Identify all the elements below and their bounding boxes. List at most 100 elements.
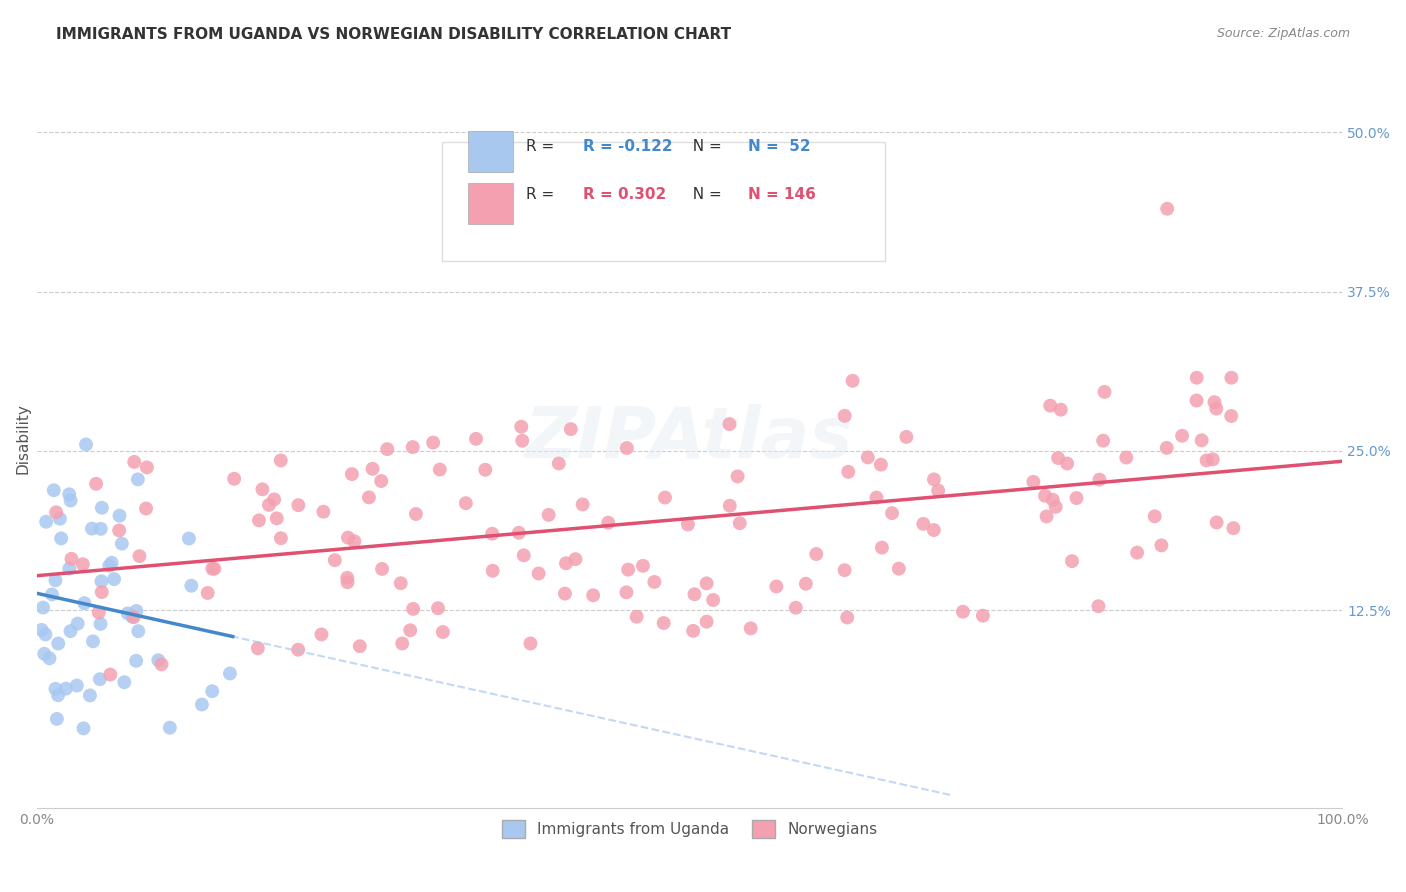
Point xyxy=(128,549,150,563)
Point xyxy=(1042,492,1064,507)
Point xyxy=(38,651,60,665)
Point xyxy=(652,615,675,630)
Point xyxy=(510,419,533,434)
Point xyxy=(527,566,550,581)
Point xyxy=(89,616,111,631)
Point xyxy=(676,517,699,532)
Point xyxy=(896,430,918,444)
Point xyxy=(432,625,454,640)
Point xyxy=(1156,202,1178,216)
Point xyxy=(887,562,910,576)
Point xyxy=(865,491,887,505)
Point xyxy=(312,505,335,519)
Point xyxy=(75,437,97,451)
Point xyxy=(252,483,274,497)
FancyBboxPatch shape xyxy=(441,143,886,260)
Point xyxy=(785,600,807,615)
Point xyxy=(219,666,242,681)
Point xyxy=(375,442,398,457)
Text: N = 146: N = 146 xyxy=(748,186,817,202)
Point xyxy=(1047,450,1070,465)
Point xyxy=(135,460,157,475)
Point xyxy=(405,507,427,521)
Point xyxy=(58,561,80,575)
Point xyxy=(682,624,704,638)
Point xyxy=(246,641,269,656)
Point xyxy=(837,465,859,479)
Point xyxy=(177,532,200,546)
Point xyxy=(270,453,292,467)
Point xyxy=(765,579,787,593)
Point xyxy=(72,558,94,572)
Point xyxy=(257,498,280,512)
Point xyxy=(287,498,309,512)
Text: IMMIGRANTS FROM UGANDA VS NORWEGIAN DISABILITY CORRELATION CHART: IMMIGRANTS FROM UGANDA VS NORWEGIAN DISA… xyxy=(56,27,731,42)
Point xyxy=(1143,509,1166,524)
Point xyxy=(44,681,66,696)
Point xyxy=(537,508,560,522)
Point xyxy=(1045,500,1067,514)
Point xyxy=(84,476,107,491)
Point xyxy=(90,522,112,536)
Point xyxy=(59,624,82,639)
Point xyxy=(616,585,638,599)
Point xyxy=(125,604,148,618)
Text: N =: N = xyxy=(683,186,727,202)
Point xyxy=(370,474,392,488)
Point xyxy=(111,536,134,550)
Point xyxy=(727,469,749,483)
Point xyxy=(834,409,856,423)
Point xyxy=(654,491,676,505)
Point xyxy=(1150,538,1173,552)
Point xyxy=(474,463,496,477)
Point xyxy=(45,505,67,519)
Point xyxy=(59,493,82,508)
Text: R = -0.122: R = -0.122 xyxy=(582,139,672,153)
Point xyxy=(336,531,359,545)
Point xyxy=(58,487,80,501)
Point xyxy=(547,457,569,471)
Point xyxy=(560,422,582,436)
Point xyxy=(340,467,363,481)
Point xyxy=(626,609,648,624)
Point xyxy=(311,627,333,641)
Point xyxy=(616,441,638,455)
Point xyxy=(371,562,394,576)
Point xyxy=(98,558,121,573)
Point xyxy=(481,564,503,578)
Point xyxy=(357,491,380,505)
Point xyxy=(702,593,724,607)
Point xyxy=(1060,554,1083,568)
Point xyxy=(927,483,949,498)
Point xyxy=(73,596,96,610)
Point xyxy=(125,654,148,668)
Point xyxy=(44,574,66,588)
Point xyxy=(336,575,359,590)
Point xyxy=(42,483,65,498)
Point xyxy=(402,602,425,616)
Point xyxy=(72,722,94,736)
Point xyxy=(837,610,859,624)
Point xyxy=(1092,434,1115,448)
Point xyxy=(1094,384,1116,399)
Point xyxy=(46,636,69,650)
Point xyxy=(112,675,135,690)
Point xyxy=(1156,441,1178,455)
Point xyxy=(266,511,288,525)
Point xyxy=(1033,489,1056,503)
Point xyxy=(728,516,751,531)
Text: R =: R = xyxy=(526,186,560,202)
Point xyxy=(1066,491,1088,505)
Point xyxy=(287,642,309,657)
Point xyxy=(1204,395,1226,409)
Point xyxy=(427,601,450,615)
Point xyxy=(870,541,893,555)
Point xyxy=(1220,409,1243,423)
Point xyxy=(519,636,541,650)
Point xyxy=(571,497,593,511)
Point xyxy=(159,721,181,735)
Point xyxy=(197,586,219,600)
Point xyxy=(98,667,121,681)
Point xyxy=(150,657,173,672)
Point xyxy=(1191,434,1213,448)
